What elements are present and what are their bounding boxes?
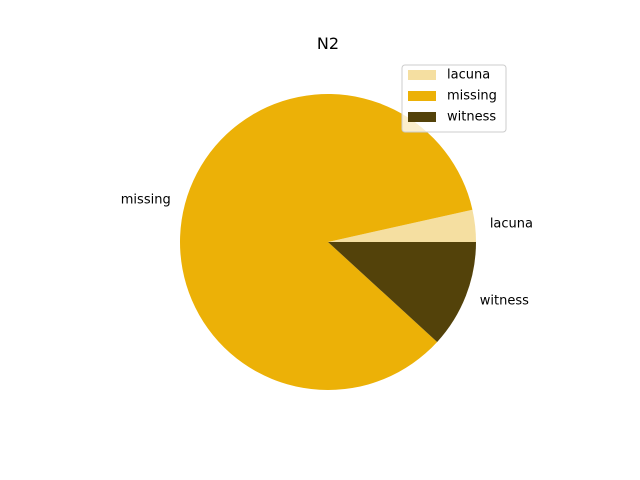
legend-label-witness: witness: [447, 110, 496, 125]
pie-slice-labels: lacuna missing witness: [121, 193, 533, 309]
slice-label-witness: witness: [480, 293, 529, 308]
legend-items: lacuna missing witness: [408, 68, 497, 125]
legend-swatch-missing: [408, 91, 436, 101]
pie-slice-witness: [328, 242, 476, 342]
legend-swatch-witness: [408, 112, 436, 122]
slice-label-lacuna: lacuna: [490, 217, 533, 232]
legend-label-missing: missing: [447, 89, 497, 104]
pie-slice-missing: [180, 94, 473, 390]
pie-slices: [180, 94, 476, 390]
pie-slice-lacuna: [328, 209, 476, 242]
legend-label-lacuna: lacuna: [447, 68, 490, 83]
slice-label-missing: missing: [121, 193, 171, 208]
legend-swatch-lacuna: [408, 70, 436, 80]
chart-title: N2: [317, 34, 339, 53]
legend: lacuna missing witness: [401, 64, 507, 133]
